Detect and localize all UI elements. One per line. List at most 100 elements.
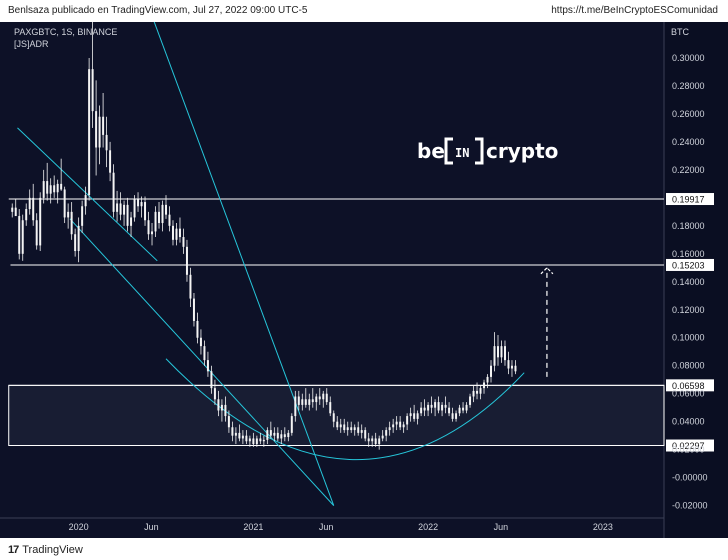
candle-body	[217, 399, 220, 411]
y-tick-label: 0.26000	[672, 109, 705, 119]
arrowhead-icon	[540, 266, 554, 275]
candle-body	[346, 427, 349, 431]
candle-body	[259, 438, 262, 442]
candle-body	[95, 111, 98, 148]
candle-body	[301, 399, 304, 405]
trendline[interactable]	[17, 127, 158, 262]
candle-body	[21, 220, 24, 254]
candle-body	[245, 435, 248, 442]
candle-body	[238, 432, 241, 439]
trendline[interactable]	[69, 218, 335, 506]
candle-body	[332, 413, 335, 422]
candle-body	[315, 396, 318, 403]
candle-body	[147, 220, 150, 235]
candle-body	[28, 197, 31, 210]
candle-body	[88, 69, 91, 196]
candle-body	[182, 237, 185, 247]
candle-body	[266, 430, 269, 440]
x-tick-label: 2020	[69, 522, 89, 532]
candle-body	[325, 393, 328, 403]
candle-body	[318, 396, 321, 400]
candle-body	[339, 424, 342, 428]
candle-body	[469, 396, 472, 405]
y-tick-label: 0.04000	[672, 417, 705, 427]
candle-body	[486, 376, 489, 383]
level-price-tag	[666, 193, 714, 206]
candle-body	[374, 438, 377, 445]
y-tick-label: -0.02000	[672, 501, 708, 511]
candle-body	[32, 197, 35, 221]
x-tick-label: Jun	[319, 522, 334, 532]
beincrypto-mark-icon: IN	[444, 133, 484, 169]
trendline[interactable]	[152, 22, 335, 506]
level-price-tag	[666, 258, 714, 271]
tradingview-logo[interactable]: 17 TradingView	[8, 544, 83, 556]
x-tick-label: 2021	[243, 522, 263, 532]
candle-body	[510, 365, 513, 369]
candle-body	[168, 214, 171, 226]
rounded-bottom-arc[interactable]	[165, 358, 525, 460]
candle-body	[500, 346, 503, 358]
price-chart[interactable]: 0.19917 0.15203 0.06598 0.02297 0.30000 0.28…	[0, 22, 728, 538]
candle-body	[130, 217, 133, 226]
candle-body	[189, 274, 192, 299]
candle-body	[388, 427, 391, 431]
candle-body	[357, 427, 360, 433]
price-axis-panel	[664, 22, 728, 538]
candle-body	[430, 404, 433, 408]
candle-body	[210, 371, 213, 389]
candle-body	[224, 404, 227, 417]
candle-body	[322, 393, 325, 400]
candle-body	[112, 172, 115, 212]
level-price-tag	[666, 379, 714, 392]
candle-body	[116, 203, 119, 212]
candle-body	[503, 346, 506, 361]
candle-body	[395, 421, 398, 425]
candle-body	[458, 407, 461, 414]
candle-body	[479, 388, 482, 394]
y-tick-label: 0.10000	[672, 333, 705, 343]
candle-body	[161, 204, 164, 224]
candle-body	[371, 438, 374, 442]
publish-info: Benlsaza publicado en TradingView.com, J…	[8, 5, 308, 16]
candle-body	[67, 211, 70, 218]
candle-body	[472, 390, 475, 397]
community-link[interactable]: https://t.me/BeInCryptoESComunidad	[551, 5, 718, 16]
candle-body	[353, 427, 356, 431]
y-tick-label: 0.02000	[672, 445, 705, 455]
candle-body	[133, 199, 136, 218]
level-price-label: 0.19917	[672, 195, 705, 205]
candle-body	[483, 382, 486, 389]
candle-body	[165, 204, 167, 215]
candle-body	[140, 202, 143, 207]
candle-body	[98, 116, 101, 148]
candle-body	[123, 204, 126, 215]
y-tick-label: 0.24000	[672, 137, 705, 147]
y-tick-label: 0.08000	[672, 361, 705, 371]
x-tick-label: Jun	[494, 522, 509, 532]
y-tick-label: 0.14000	[672, 277, 705, 287]
candle-body	[46, 181, 49, 194]
candle-body	[227, 416, 230, 428]
candle-body	[220, 404, 223, 411]
candle-body	[350, 427, 353, 431]
beincrypto-watermark: be IN crypto	[417, 133, 558, 169]
level-price-label: 0.06598	[672, 381, 705, 391]
candle-body	[378, 438, 381, 445]
candle-body	[462, 407, 465, 411]
x-tick-label: 2022	[418, 522, 438, 532]
candle-body	[91, 69, 94, 112]
support-zone	[8, 384, 665, 446]
candle-body	[416, 413, 419, 419]
candle-body	[39, 197, 42, 246]
candle-body	[308, 399, 311, 405]
candle-body	[74, 234, 77, 252]
candle-body	[507, 360, 510, 369]
candle-body	[329, 402, 332, 414]
chart-background	[0, 22, 728, 538]
candle-body	[304, 399, 307, 405]
candle-body	[14, 207, 17, 217]
candle-body	[423, 407, 426, 411]
candle-body	[276, 432, 279, 439]
candle-body	[35, 220, 38, 246]
